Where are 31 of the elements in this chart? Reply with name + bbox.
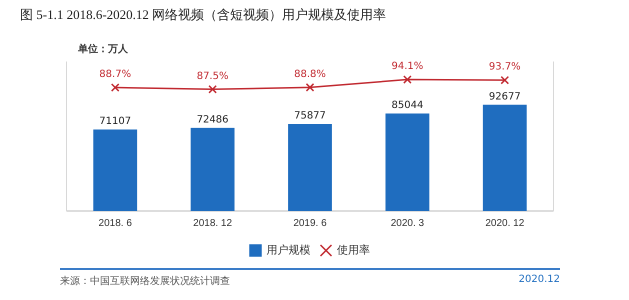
point bbox=[110, 83, 120, 92]
bar bbox=[93, 130, 138, 211]
x-tick-label: 2019. 6 bbox=[293, 218, 328, 229]
bar bbox=[190, 128, 235, 211]
data-label: 94.1% bbox=[392, 61, 424, 72]
x-tick-label: 2020. 3 bbox=[390, 218, 425, 229]
bar bbox=[288, 124, 332, 211]
data-label: 72486 bbox=[196, 114, 229, 126]
data-label: 75877 bbox=[294, 110, 326, 122]
text: 单位：万人 bbox=[78, 42, 128, 56]
data-label: 88.8% bbox=[294, 68, 326, 80]
source-note: 来源：中国互联网络发展状况统计调查 bbox=[60, 274, 230, 288]
data-label: 93.7% bbox=[488, 62, 521, 73]
data-label: 87.5% bbox=[196, 70, 228, 82]
point bbox=[500, 76, 510, 84]
x-tick-label: 2020. 12 bbox=[485, 218, 525, 229]
legend-label: 用户规模 bbox=[266, 244, 310, 257]
x-tick-label: 2018. 12 bbox=[193, 218, 232, 229]
chart-title: 图 5-1.1 2018.6-2020.12 网络视频（含短视频）用户规模及使用率 bbox=[20, 6, 386, 24]
legend-label: 使用率 bbox=[337, 244, 370, 257]
point bbox=[403, 75, 412, 84]
data-label: 88.7% bbox=[99, 69, 132, 80]
bar bbox=[482, 104, 527, 211]
x-tick-label: 2018. 6 bbox=[98, 218, 132, 229]
data-label: 71107 bbox=[99, 116, 132, 128]
data-label: 92677 bbox=[488, 91, 521, 102]
bar bbox=[385, 114, 430, 211]
text: 2020.12 bbox=[518, 274, 560, 285]
data-label: 85044 bbox=[391, 100, 424, 112]
point bbox=[306, 83, 314, 92]
point bbox=[208, 85, 217, 94]
